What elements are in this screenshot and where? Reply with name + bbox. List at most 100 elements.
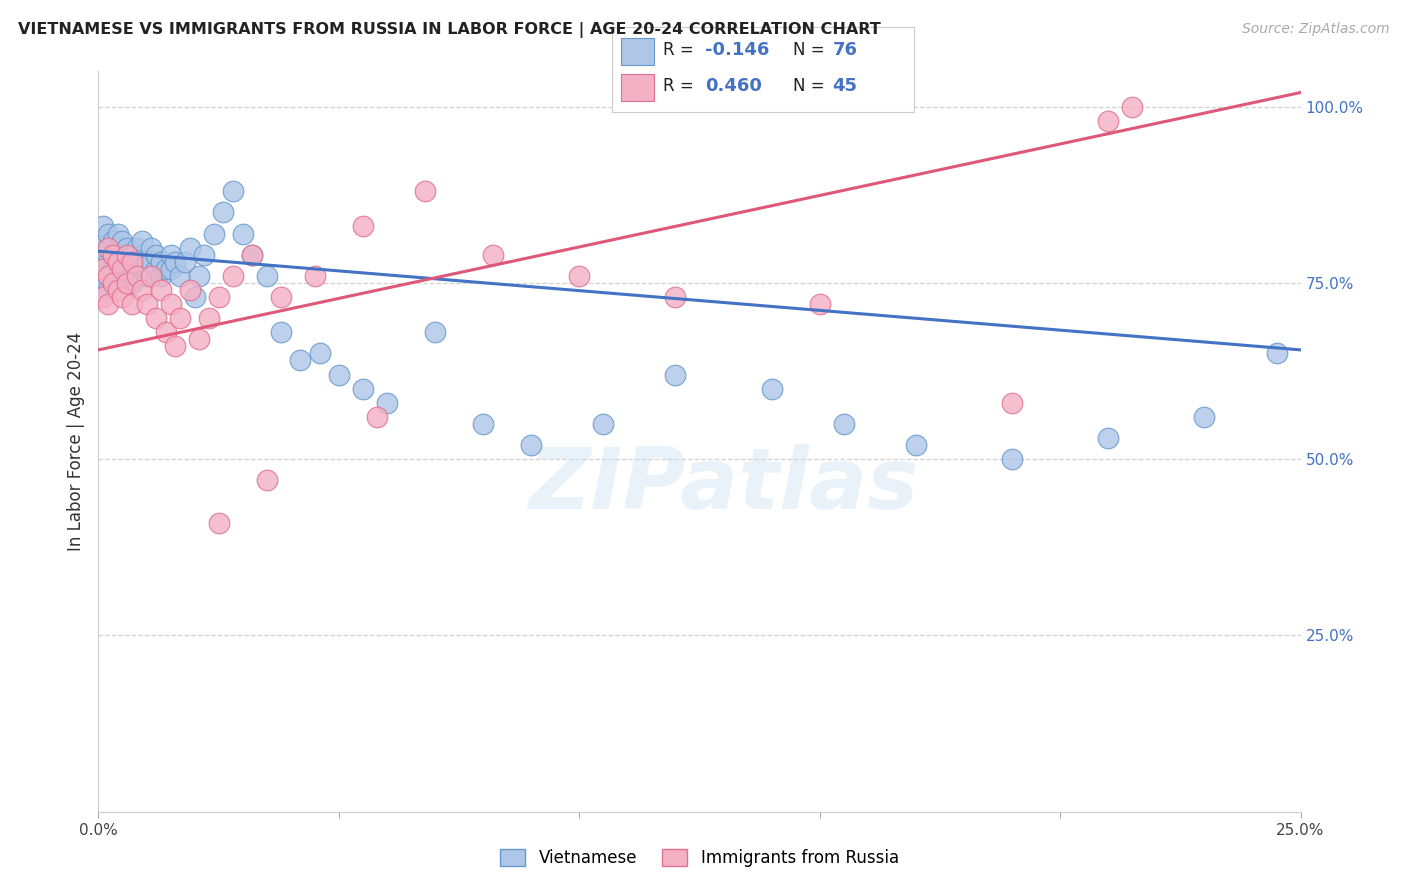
Point <box>131 283 153 297</box>
Point <box>97 254 120 268</box>
Point <box>111 290 134 304</box>
Point <box>664 368 686 382</box>
Point <box>107 254 129 268</box>
Point <box>308 346 330 360</box>
Point <box>97 241 120 255</box>
Point <box>155 325 177 339</box>
Point <box>240 248 263 262</box>
Point <box>202 227 225 241</box>
Point <box>183 290 205 304</box>
Point <box>135 297 157 311</box>
Text: R =: R = <box>664 42 699 60</box>
Point <box>91 261 114 276</box>
Point <box>111 261 134 276</box>
Point <box>111 234 134 248</box>
Point <box>290 353 312 368</box>
Text: N =: N = <box>793 42 830 60</box>
Point <box>832 417 855 431</box>
Point <box>91 234 114 248</box>
Point <box>101 261 124 276</box>
Point <box>179 241 201 255</box>
Point <box>472 417 495 431</box>
Point <box>592 417 614 431</box>
Point <box>97 283 120 297</box>
Point <box>256 473 278 487</box>
Point <box>141 241 163 255</box>
Point <box>97 268 120 283</box>
Point <box>121 248 143 262</box>
Point <box>97 241 120 255</box>
Point <box>270 325 292 339</box>
Point <box>121 297 143 311</box>
Point <box>149 268 172 283</box>
Point <box>208 516 231 530</box>
Point <box>107 227 129 241</box>
Point <box>1097 113 1119 128</box>
Point <box>159 248 181 262</box>
Point <box>169 268 191 283</box>
Point <box>1097 431 1119 445</box>
Bar <box>620 74 654 102</box>
Point <box>131 234 153 248</box>
Point <box>159 261 181 276</box>
Point <box>101 248 124 262</box>
Point <box>121 261 143 276</box>
Point <box>232 227 254 241</box>
Point <box>328 368 350 382</box>
Point <box>222 268 245 283</box>
Point <box>107 241 129 255</box>
Point <box>121 276 143 290</box>
Point <box>145 248 167 262</box>
Point <box>270 290 292 304</box>
Point <box>141 268 163 283</box>
Point <box>91 248 114 262</box>
Text: ZIPatlas: ZIPatlas <box>529 444 918 527</box>
Point <box>366 409 388 424</box>
Text: R =: R = <box>664 77 699 95</box>
Point <box>101 248 124 262</box>
Point <box>149 283 172 297</box>
Point <box>97 297 120 311</box>
Point <box>415 184 437 198</box>
Point <box>664 290 686 304</box>
Bar <box>620 37 654 65</box>
Point <box>808 297 831 311</box>
Text: 76: 76 <box>832 42 858 60</box>
Point <box>179 283 201 297</box>
Point <box>117 268 139 283</box>
Point <box>423 325 446 339</box>
Point <box>352 219 374 234</box>
Point <box>761 382 783 396</box>
Text: VIETNAMESE VS IMMIGRANTS FROM RUSSIA IN LABOR FORCE | AGE 20-24 CORRELATION CHAR: VIETNAMESE VS IMMIGRANTS FROM RUSSIA IN … <box>18 22 882 38</box>
Point <box>1265 346 1288 360</box>
Point <box>91 290 114 304</box>
Point <box>145 311 167 326</box>
Text: 45: 45 <box>832 77 858 95</box>
Point <box>91 261 114 276</box>
Point <box>375 396 398 410</box>
Point <box>125 241 148 255</box>
Point <box>352 382 374 396</box>
Point <box>212 205 235 219</box>
Point <box>1001 452 1024 467</box>
Point <box>97 268 120 283</box>
Point <box>107 254 129 268</box>
Point <box>159 297 181 311</box>
Y-axis label: In Labor Force | Age 20-24: In Labor Force | Age 20-24 <box>67 332 86 551</box>
Point <box>117 241 139 255</box>
Text: -0.146: -0.146 <box>706 42 769 60</box>
Point <box>198 311 221 326</box>
Point <box>165 339 187 353</box>
Point <box>101 276 124 290</box>
Point <box>91 219 114 234</box>
Point <box>117 276 139 290</box>
Legend: Vietnamese, Immigrants from Russia: Vietnamese, Immigrants from Russia <box>494 842 905 874</box>
Point <box>121 254 143 268</box>
Point <box>97 227 120 241</box>
Point <box>222 184 245 198</box>
Point <box>520 438 543 452</box>
Point <box>155 261 177 276</box>
Point <box>125 268 148 283</box>
Point <box>174 254 197 268</box>
Point <box>304 268 326 283</box>
